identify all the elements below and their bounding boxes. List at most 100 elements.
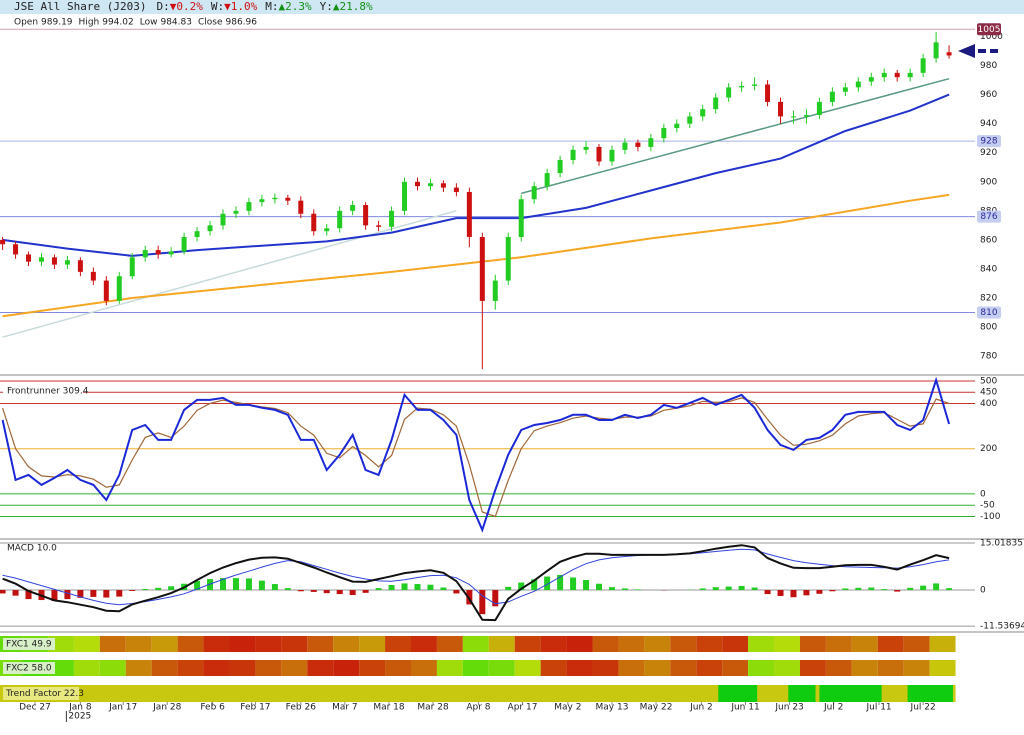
candle-body <box>622 142 628 150</box>
y-tick-label: 780 <box>980 352 997 362</box>
heat-cell <box>462 636 489 652</box>
x-tick-label: Jan 17 <box>108 703 137 713</box>
heat-cell <box>307 660 334 676</box>
histogram-bar <box>388 585 395 591</box>
candle-body <box>700 109 706 117</box>
histogram-bar <box>492 590 499 607</box>
heat-cell <box>307 636 334 652</box>
trend-segment <box>907 685 953 702</box>
candle-body <box>466 191 472 237</box>
histogram-bar <box>608 587 615 591</box>
x-tick-label: Jul 2 <box>823 703 843 713</box>
y-tick-label: 820 <box>980 294 997 304</box>
candle-body <box>116 276 122 301</box>
histogram-bar <box>907 587 914 591</box>
candle-body <box>272 197 278 200</box>
heat-cell <box>488 660 515 676</box>
histogram-bar <box>349 590 356 596</box>
header-bar <box>0 0 1024 14</box>
candle-body <box>155 250 161 255</box>
y-tick-label: 400 <box>980 399 997 409</box>
histogram-bar <box>232 578 239 591</box>
histogram-bar <box>220 578 227 591</box>
change-value: ▼0.2% <box>170 0 203 13</box>
candle-body <box>855 81 861 88</box>
x-tick-label: Jan 28 <box>152 703 181 713</box>
histogram-bar <box>634 589 641 591</box>
candle-body <box>13 244 19 255</box>
heat-cell <box>73 660 100 676</box>
histogram-bar <box>310 590 317 592</box>
heat-cell <box>514 660 541 676</box>
heat-cell <box>696 660 723 676</box>
histogram-bar <box>725 586 732 591</box>
heat-cell <box>592 636 619 652</box>
heat-cell <box>774 660 800 676</box>
y-tick-label: 860 <box>980 235 997 245</box>
histogram-bar <box>751 587 758 591</box>
x-tick-label: Feb 6 <box>200 703 225 713</box>
heat-cell <box>203 660 230 676</box>
candle-body <box>402 181 408 211</box>
candle-body <box>479 236 485 301</box>
candle-body <box>790 116 796 118</box>
histogram-bar <box>920 585 927 591</box>
candle-body <box>544 173 550 187</box>
candle-body <box>259 199 265 203</box>
candle-body <box>453 187 459 192</box>
histogram-bar <box>621 588 628 591</box>
ohlc-value: 989.19 <box>41 18 73 28</box>
change-label: M: <box>265 0 278 13</box>
level-label: 876 <box>980 212 997 222</box>
candle-body <box>492 280 498 301</box>
x-tick-label: Jul 22 <box>910 703 936 713</box>
heat-cell <box>229 636 256 652</box>
heat-cell <box>359 636 386 652</box>
heat-cell <box>359 660 386 676</box>
x-tick-label: May 13 <box>596 703 629 713</box>
histogram-bar <box>103 590 110 598</box>
heat-cell <box>566 660 593 676</box>
heat-cell <box>903 660 930 676</box>
change-label: Y: <box>320 0 333 13</box>
candle-body <box>609 149 615 162</box>
y-tick-label: 980 <box>980 61 997 71</box>
histogram-bar <box>440 587 447 591</box>
histogram-bar <box>557 574 564 591</box>
panel-label: FXC2 58.0 <box>6 664 52 674</box>
candle-body <box>337 210 343 229</box>
ohlc-value: 986.96 <box>226 18 258 28</box>
histogram-bar <box>881 589 888 591</box>
candle-body <box>51 257 57 265</box>
y-tick-label: 15.01835 <box>980 538 1023 548</box>
candle-body <box>583 146 589 150</box>
histogram-bar <box>297 590 304 592</box>
y-tick-label: 900 <box>980 177 997 187</box>
candle-body <box>90 271 96 281</box>
candle-body <box>233 210 239 214</box>
histogram-bar <box>116 590 123 597</box>
histogram-bar <box>946 588 953 591</box>
ohlc-value: 994.02 <box>102 18 134 28</box>
histogram-bar <box>842 588 849 591</box>
candle-body <box>661 128 667 139</box>
level-label: 1005 <box>978 25 1001 35</box>
candle-body <box>881 72 887 78</box>
candle-body <box>285 197 291 201</box>
heat-cell <box>125 660 152 676</box>
x-tick-label: Feb 17 <box>240 703 270 713</box>
heat-cell <box>774 636 800 652</box>
heat-cell <box>229 660 256 676</box>
candle-body <box>907 72 913 78</box>
candle-body <box>77 260 83 272</box>
label-bg <box>3 662 55 674</box>
x-tick-label: May 2 <box>554 703 581 713</box>
heat-cell <box>670 636 697 652</box>
heat-cell <box>722 636 749 652</box>
heat-cell <box>877 660 904 676</box>
y-tick-label: -50 <box>980 501 995 511</box>
change-label: W: <box>211 0 224 13</box>
x-tick-label: Mar 18 <box>373 703 405 713</box>
y-tick-label: 840 <box>980 264 997 274</box>
candle-body <box>726 87 732 98</box>
